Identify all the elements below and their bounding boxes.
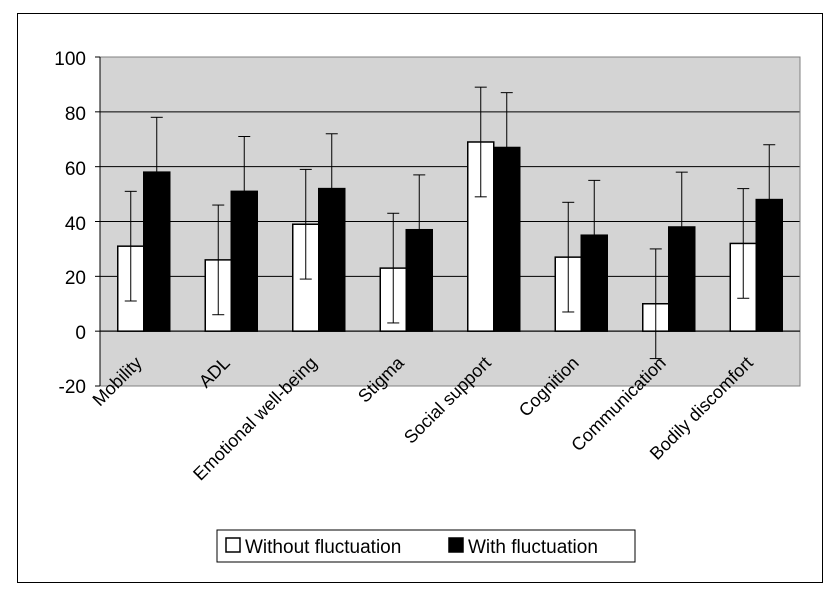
bar [318, 187, 346, 332]
y-tick-label: 80 [65, 104, 86, 125]
y-tick-label: 100 [54, 49, 86, 70]
legend-label-without-fluctuation: Without fluctuation [245, 537, 401, 558]
y-tick-label: -20 [59, 377, 86, 398]
y-tick-label: 0 [75, 323, 86, 344]
legend-box [216, 529, 636, 563]
legend-label-with-fluctuation: With fluctuation [468, 537, 598, 558]
y-tick-label: 40 [65, 214, 86, 235]
y-tick-label: 60 [65, 159, 86, 180]
legend-swatch-without-fluctuation [225, 537, 241, 553]
legend: Without fluctuation With fluctuation [216, 529, 636, 563]
legend-swatch-with-fluctuation [448, 537, 464, 553]
y-tick-label: 20 [65, 268, 86, 289]
